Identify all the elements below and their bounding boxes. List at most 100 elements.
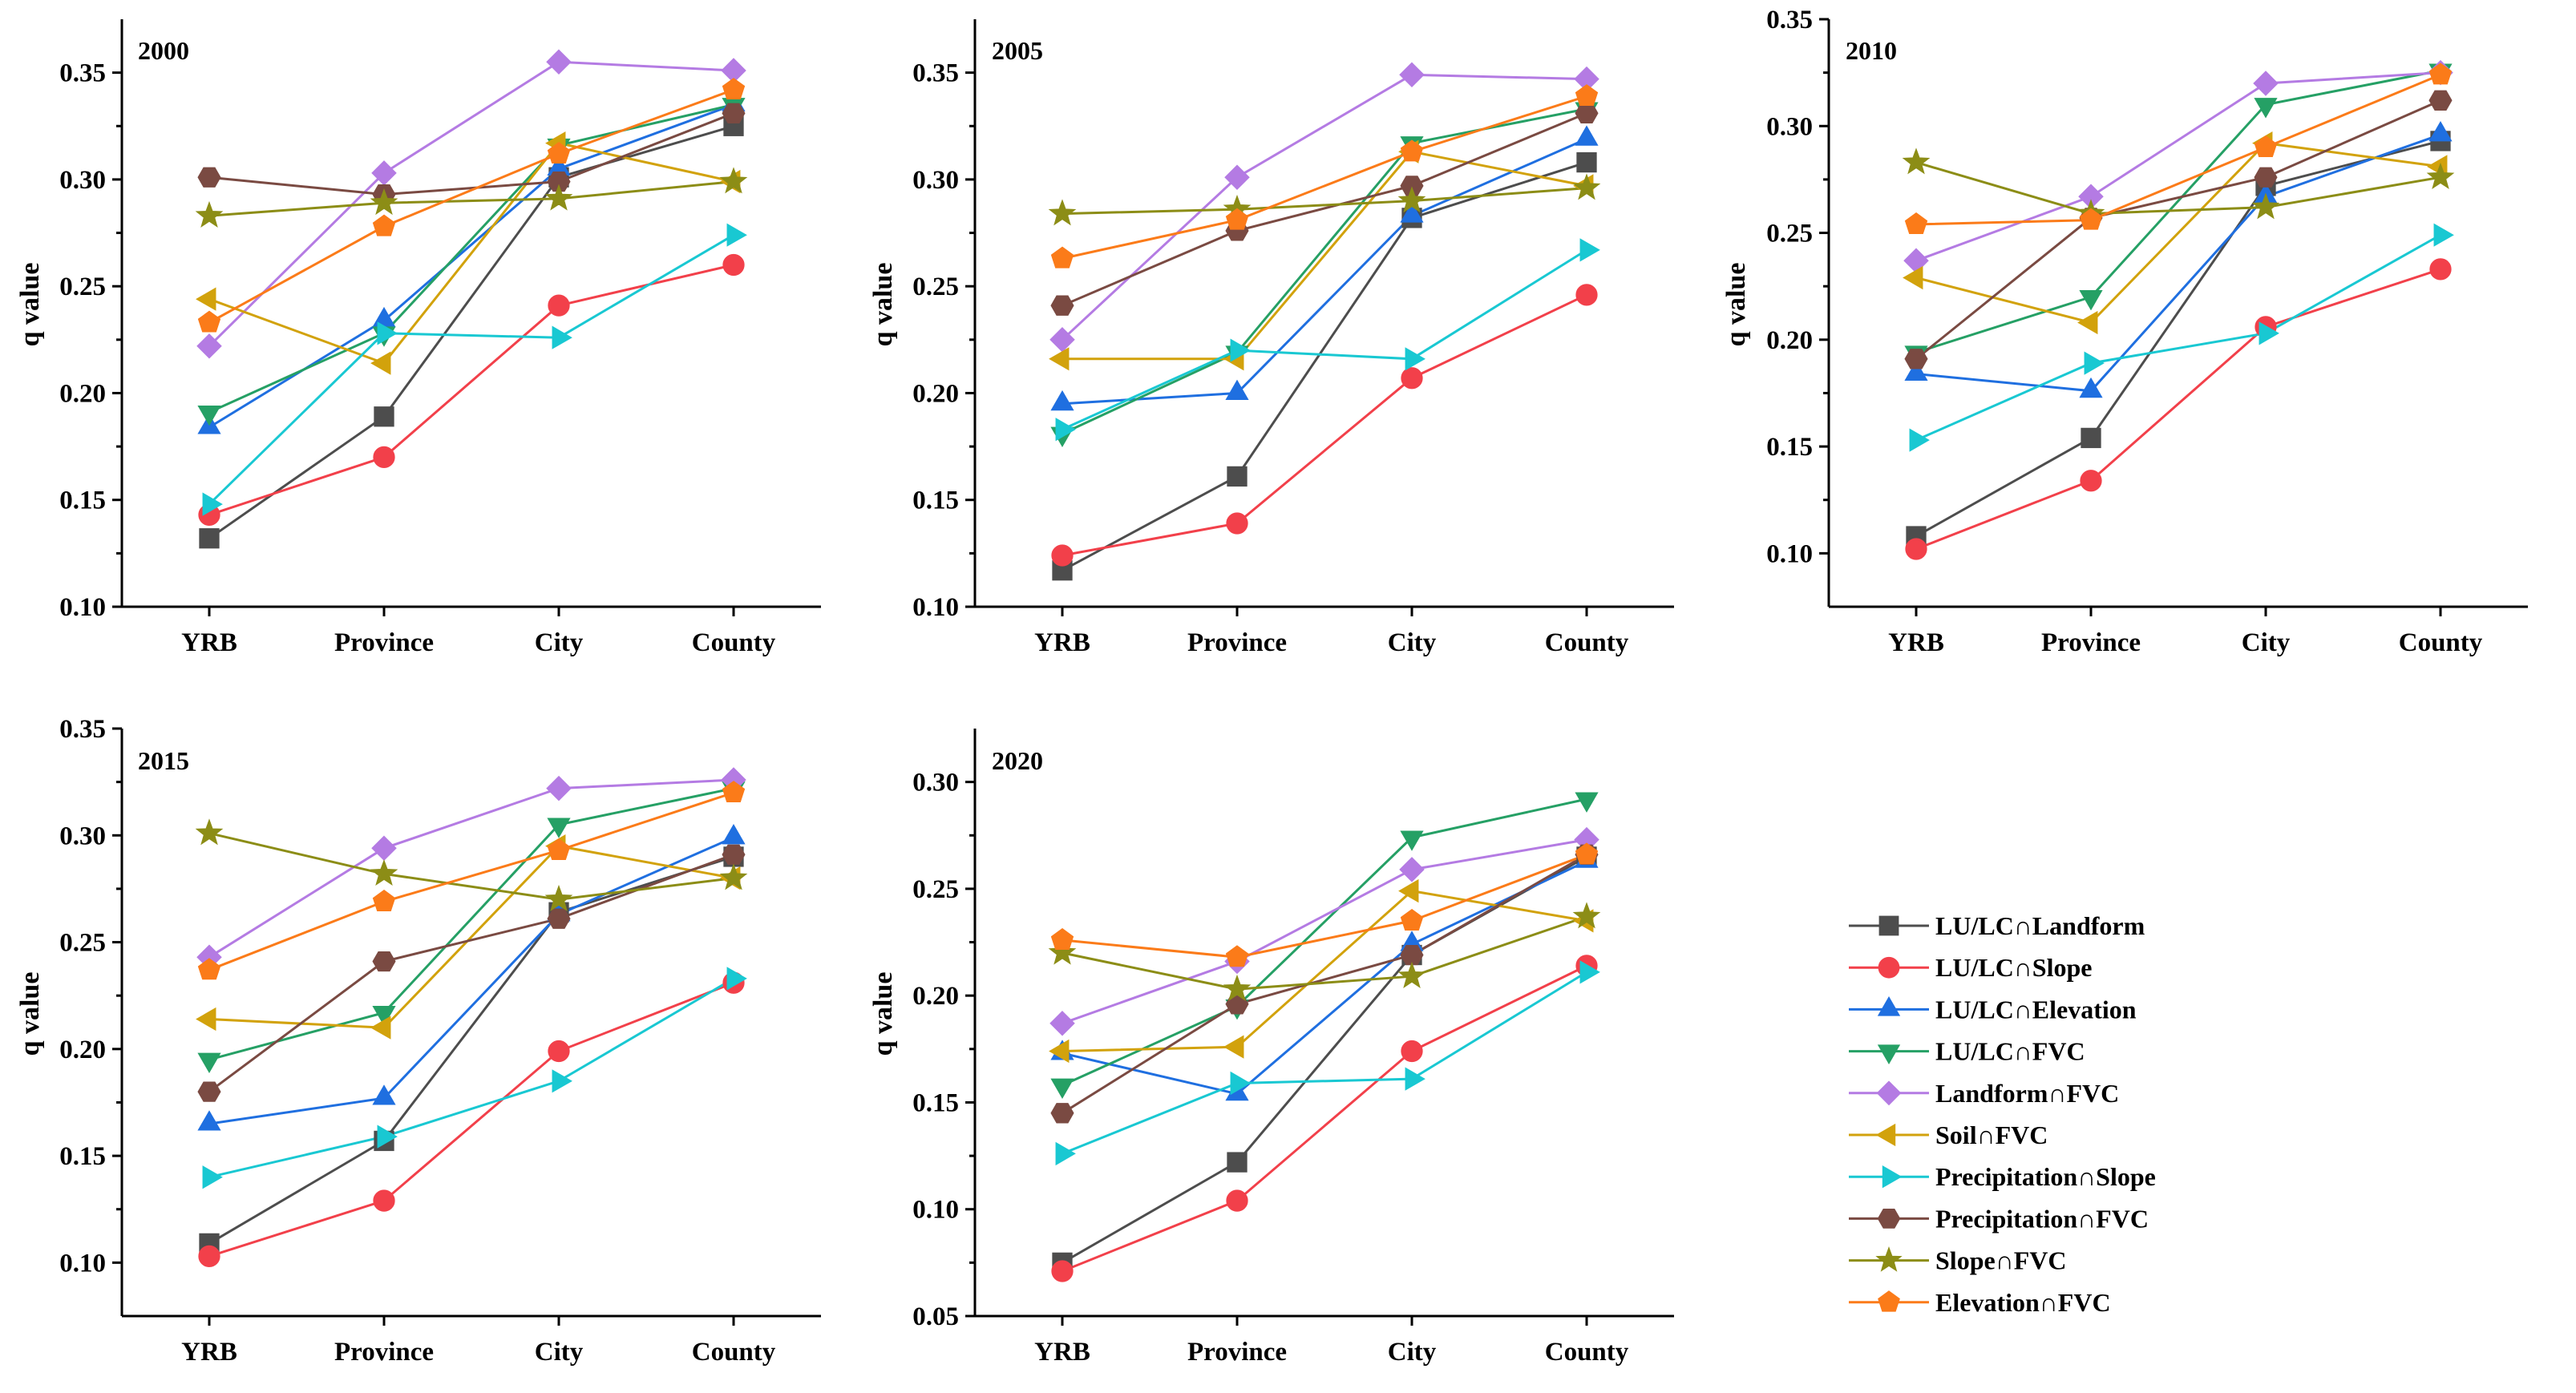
series-line [208, 844, 734, 1029]
panel-title: 2000 [138, 36, 189, 65]
x-tick-label: County [692, 1338, 776, 1367]
y-tick-label: 0.35 [59, 715, 106, 744]
legend-label: Soil∩FVC [1935, 1120, 2048, 1149]
data-point [1400, 202, 1424, 223]
legend-marker [1877, 1209, 1901, 1229]
series-line [208, 180, 734, 217]
data-point [372, 889, 396, 911]
data-point [196, 287, 216, 311]
data-point [552, 325, 572, 349]
y-tick-label: 0.20 [1766, 326, 1813, 355]
data-point [197, 405, 221, 426]
data-point [1055, 1141, 1076, 1166]
data-point [1399, 62, 1425, 88]
series-line [1062, 859, 1587, 1096]
legend-item: Slope∩FVC [1849, 1246, 2066, 1275]
data-point [1400, 830, 1424, 851]
data-point [1575, 284, 1598, 306]
data-point [1405, 347, 1425, 371]
legend-marker [1882, 1165, 1903, 1189]
y-axis-label: q value [868, 263, 898, 347]
y-tick-label: 0.10 [59, 1249, 106, 1278]
legend-item: LU/LC∩FVC [1849, 1037, 2085, 1066]
series-line [208, 981, 734, 1258]
data-point [1904, 349, 1928, 369]
legend-item: Soil∩FVC [1849, 1120, 2048, 1149]
data-point [1397, 961, 1426, 988]
data-point [1225, 945, 1249, 967]
legend-label: LU/LC∩Elevation [1935, 995, 2137, 1024]
series-line [208, 791, 734, 971]
data-point [722, 103, 746, 123]
series-line [208, 853, 734, 1093]
series-line [1062, 838, 1587, 1025]
data-point [1051, 544, 1074, 567]
series-line [208, 787, 734, 1061]
data-point [1223, 974, 1252, 1001]
series-line [208, 60, 734, 347]
data-point [2254, 98, 2278, 119]
data-point [1055, 418, 1076, 442]
x-tick-label: City [1388, 628, 1437, 657]
data-point [373, 446, 395, 469]
data-point [1903, 265, 1923, 290]
data-point [2428, 63, 2453, 85]
data-point [1050, 295, 1074, 316]
y-tick-label: 0.25 [912, 875, 959, 904]
series-line [1062, 150, 1587, 361]
data-point [1909, 428, 1930, 452]
series-line [1915, 139, 2441, 538]
legend-marker [1877, 995, 1901, 1016]
data-point [195, 818, 224, 846]
data-point [370, 188, 398, 216]
y-tick-label: 0.30 [1766, 112, 1813, 141]
data-point [1227, 466, 1248, 487]
series-markers [1048, 62, 1601, 581]
data-point [2251, 192, 2280, 220]
data-point [373, 1189, 395, 1212]
y-tick-label: 0.35 [912, 59, 959, 88]
legend-item: Precipitation∩Slope [1849, 1162, 2156, 1191]
data-point [726, 967, 747, 991]
series-line [1062, 293, 1587, 557]
y-tick-label: 0.10 [912, 1196, 959, 1225]
data-point [1401, 1040, 1423, 1063]
series-lines [208, 60, 734, 539]
data-point [197, 167, 221, 188]
data-point [1224, 164, 1250, 190]
legend-label: LU/LC∩FVC [1935, 1037, 2085, 1066]
data-point [1400, 176, 1424, 196]
data-point [1398, 878, 1419, 903]
x-tick-label: City [1388, 1338, 1437, 1367]
series-line [208, 103, 734, 414]
data-point [1400, 139, 1424, 162]
y-tick-label: 0.20 [59, 379, 106, 408]
data-point [1575, 842, 1599, 865]
data-point [2079, 208, 2103, 230]
panel-title: 2015 [138, 746, 189, 775]
legend-item: Landform∩FVC [1849, 1079, 2119, 1108]
y-tick-label: 0.20 [59, 1036, 106, 1064]
data-point [552, 1069, 572, 1093]
x-tick-label: YRB [1888, 628, 1944, 657]
data-point [2433, 223, 2454, 247]
panel-2000: 2000 q value 0.10 0.15 0.20 0.25 0.30 0.35 YRB… [15, 19, 821, 657]
y-tick-label: 0.30 [912, 166, 959, 195]
y-tick-label: 0.25 [59, 929, 106, 958]
data-point [719, 167, 748, 194]
y-tick-label: 0.30 [912, 769, 959, 797]
data-point [198, 1245, 220, 1267]
series-line [1062, 915, 1587, 991]
legend-marker [1878, 1290, 1900, 1312]
panel-2015: 2015 q value 0.10 0.15 0.20 0.25 0.30 0.35 YRB… [15, 715, 821, 1367]
data-point [544, 884, 573, 912]
data-point [1223, 1035, 1244, 1059]
data-point [197, 1052, 221, 1074]
data-point [2080, 470, 2102, 492]
data-point [722, 823, 746, 845]
y-tick-label: 0.15 [59, 487, 106, 515]
data-point [197, 1081, 221, 1102]
data-point [547, 818, 571, 838]
x-tick-label: YRB [1034, 1338, 1090, 1367]
data-point [546, 775, 572, 801]
